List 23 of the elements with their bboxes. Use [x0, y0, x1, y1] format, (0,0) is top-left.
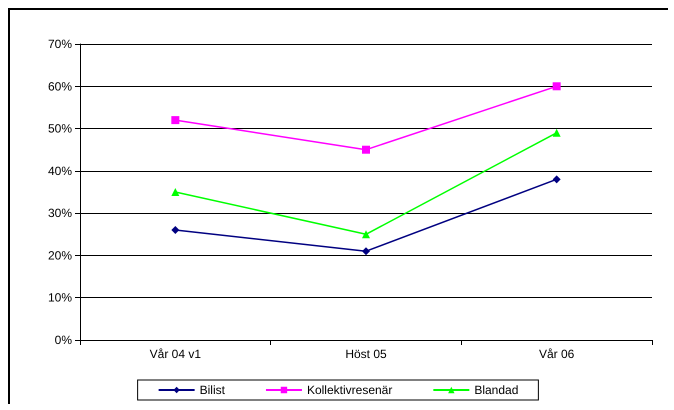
y-tick-label: 0% [54, 333, 72, 347]
y-tick-label: 50% [48, 122, 72, 136]
point [171, 226, 180, 234]
point [362, 247, 370, 256]
point [171, 116, 180, 124]
x-tick-label: Vår 04 v1 [150, 347, 202, 361]
y-tick-label: 30% [48, 206, 72, 220]
legend-label: Kollektivresenär [306, 383, 392, 397]
y-tick-label: 70% [48, 37, 72, 51]
y-tick-label: 40% [48, 164, 72, 178]
y-tick-label: 20% [48, 248, 72, 262]
y-tick-label: 10% [48, 290, 72, 305]
point [362, 230, 370, 238]
legend-label: Bilist [200, 383, 226, 397]
point [552, 175, 561, 184]
point [362, 146, 370, 154]
x-tick-label: Vår 06 [538, 347, 575, 361]
legend-label: Blandad [474, 383, 518, 397]
y-tick-label: 60% [48, 79, 72, 94]
point [171, 188, 180, 196]
point [552, 128, 561, 137]
point [552, 82, 561, 90]
x-tick-label: Höst 05 [345, 347, 387, 361]
